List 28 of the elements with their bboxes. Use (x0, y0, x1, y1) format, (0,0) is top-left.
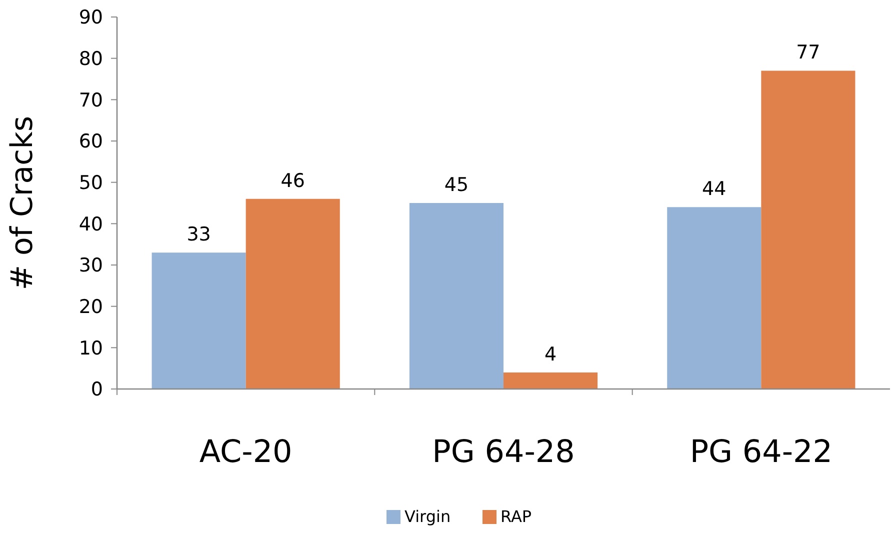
legend-label: Virgin (404, 507, 451, 526)
x-tick-label: PG 64-28 (432, 434, 575, 470)
y-tick-label: 20 (78, 296, 103, 318)
data-label: 45 (444, 174, 469, 196)
y-tick-label: 70 (78, 89, 103, 112)
legend-label: RAP (500, 507, 532, 526)
y-tick-label: 10 (78, 337, 103, 360)
bar (409, 203, 504, 389)
data-label: 4 (544, 343, 557, 366)
data-label: 44 (702, 178, 726, 200)
data-label: 46 (280, 170, 305, 192)
data-label: 77 (796, 42, 820, 64)
bar (667, 207, 762, 389)
y-tick-label: 60 (78, 130, 103, 153)
x-tick-label: PG 64-22 (690, 434, 832, 470)
y-axis-title: # of Cracks (5, 116, 40, 290)
y-tick-label: 40 (78, 213, 103, 236)
bar (246, 198, 340, 389)
bar (152, 252, 246, 389)
x-tick-label: AC-20 (199, 434, 292, 470)
y-tick-label: 80 (78, 48, 103, 70)
y-tick-label: 0 (90, 378, 103, 401)
y-tick-label: 50 (78, 172, 103, 194)
bar (504, 372, 598, 389)
data-label: 33 (186, 224, 211, 246)
y-tick-label: 30 (78, 254, 103, 277)
bar (761, 70, 856, 389)
y-tick-label: 90 (78, 6, 103, 29)
